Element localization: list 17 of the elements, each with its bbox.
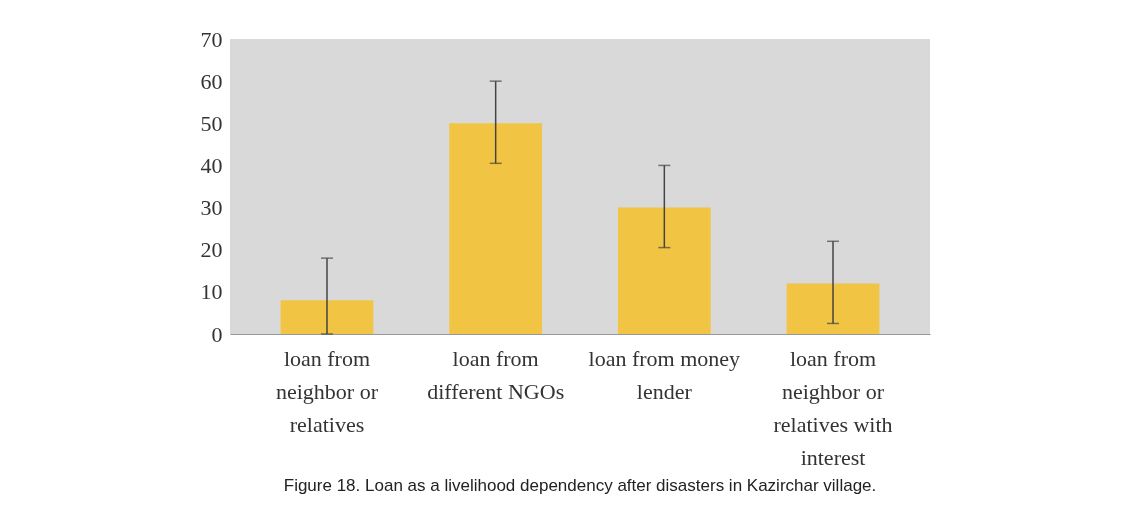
- y-tick-label: 50: [200, 110, 223, 136]
- y-tick-label: 0: [211, 321, 223, 347]
- bar: [786, 283, 880, 334]
- y-tick-label: 60: [200, 68, 223, 94]
- y-tick-label: 70: [200, 26, 223, 52]
- bar: [280, 300, 374, 334]
- x-tick-label: loan from neighbor or relatives with interest: [773, 345, 893, 470]
- x-tick-label: loan from different NGOs: [427, 345, 565, 404]
- y-tick-label: 20: [200, 237, 223, 263]
- x-tick-label: loan from money lender: [588, 345, 741, 404]
- x-tick-label: loan from neighbor or relatives: [275, 345, 379, 437]
- y-tick-label: 10: [200, 279, 223, 305]
- y-tick-label: 30: [200, 195, 223, 221]
- y-tick-label: 40: [200, 152, 223, 178]
- caption: Figure 18. Loan as a livelihood dependency after disasters in Kazirchar village.: [283, 476, 877, 495]
- bar: [449, 123, 543, 334]
- bar: [617, 207, 711, 334]
